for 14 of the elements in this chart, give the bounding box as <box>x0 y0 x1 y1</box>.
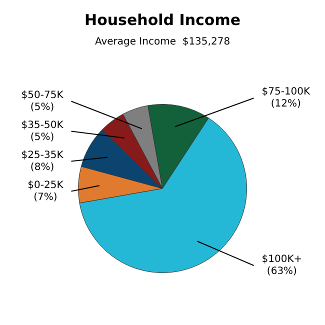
slice-label: $50-75K <box>21 90 64 101</box>
slice-label: $0-25K <box>28 180 64 191</box>
slice-label: $75-100K <box>262 86 311 98</box>
slice-label: $35-50K <box>21 120 64 131</box>
chart-title: Household Income <box>84 10 240 29</box>
data-label: (63%) <box>266 266 298 278</box>
data-label: (5%) <box>30 132 54 143</box>
chart-subtitle: Average Income $135,278 <box>94 36 230 48</box>
data-label: (8%) <box>30 162 54 173</box>
slice-label: $100K+ <box>262 254 302 266</box>
slice-label: $25-35K <box>21 150 64 161</box>
data-label: (7%) <box>34 192 58 203</box>
data-label: (12%) <box>270 98 302 110</box>
data-label: (5%) <box>30 102 54 113</box>
